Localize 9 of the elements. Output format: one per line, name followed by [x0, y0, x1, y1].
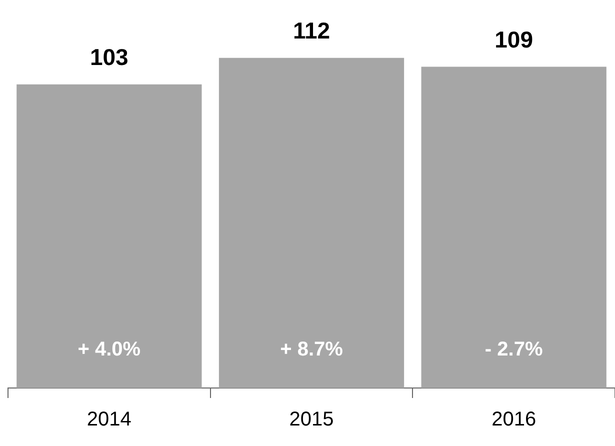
annotation: - 2.7% [484, 338, 543, 361]
data-label: 103 [90, 44, 128, 70]
x-tick-label: 2014 [86, 408, 132, 431]
x-tick-label: 2015 [289, 408, 334, 431]
annotation: + 8.7% [280, 338, 344, 361]
x-tick-label: 2016 [492, 408, 536, 431]
data-label: 109 [494, 26, 534, 53]
annotation: + 4.0% [78, 338, 141, 361]
data-label: 112 [292, 18, 330, 44]
